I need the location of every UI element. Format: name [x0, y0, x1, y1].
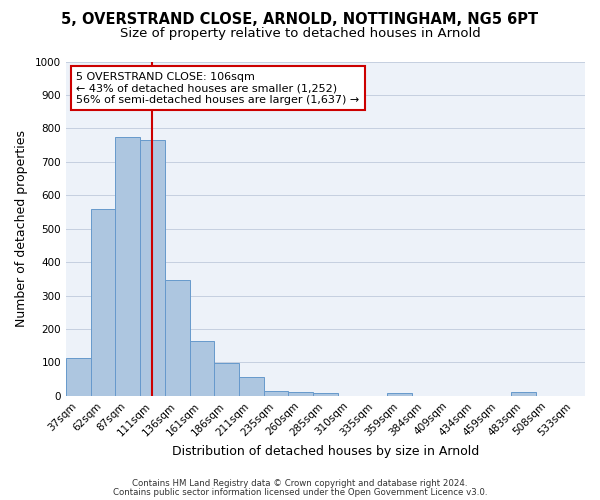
Text: Size of property relative to detached houses in Arnold: Size of property relative to detached ho… [119, 28, 481, 40]
Bar [313, 394, 338, 396]
Bar [91, 208, 115, 396]
Bar [66, 358, 91, 396]
X-axis label: Distribution of detached houses by size in Arnold: Distribution of detached houses by size … [172, 444, 479, 458]
Bar [115, 136, 140, 396]
Y-axis label: Number of detached properties: Number of detached properties [15, 130, 28, 327]
Bar [387, 393, 412, 396]
Bar [289, 392, 313, 396]
Bar [140, 140, 165, 396]
Text: 5, OVERSTRAND CLOSE, ARNOLD, NOTTINGHAM, NG5 6PT: 5, OVERSTRAND CLOSE, ARNOLD, NOTTINGHAM,… [61, 12, 539, 28]
Bar [165, 280, 190, 396]
Bar [190, 342, 214, 396]
Bar [239, 378, 263, 396]
Text: 5 OVERSTRAND CLOSE: 106sqm
← 43% of detached houses are smaller (1,252)
56% of s: 5 OVERSTRAND CLOSE: 106sqm ← 43% of deta… [76, 72, 359, 104]
Text: Contains public sector information licensed under the Open Government Licence v3: Contains public sector information licen… [113, 488, 487, 497]
Bar [214, 363, 239, 396]
Bar [511, 392, 536, 396]
Text: Contains HM Land Registry data © Crown copyright and database right 2024.: Contains HM Land Registry data © Crown c… [132, 479, 468, 488]
Bar [263, 391, 289, 396]
